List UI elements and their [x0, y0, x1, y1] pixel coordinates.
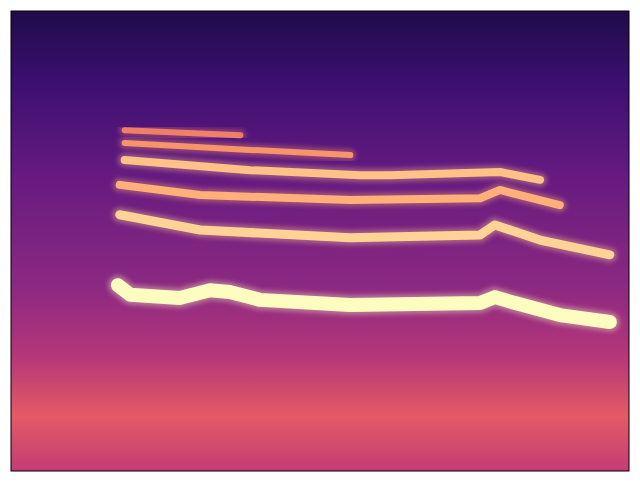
harmonic-line [120, 185, 560, 205]
harmonic-glow [118, 285, 610, 322]
harmonic-line [125, 130, 241, 135]
harmonic-glow [120, 215, 610, 255]
harmonic-line [125, 143, 351, 155]
harmonic-line [118, 285, 610, 322]
harmonic-line [125, 160, 540, 180]
harmonic-glow [125, 143, 351, 155]
spectrogram-background [11, 11, 629, 471]
harmonic-glow [120, 185, 560, 205]
harmonic-glow [125, 160, 540, 180]
harmonics [118, 130, 610, 322]
chart [0, 0, 640, 482]
harmonic-line [120, 215, 610, 255]
plot-frame [11, 11, 629, 471]
harmonic-glow [125, 130, 241, 135]
